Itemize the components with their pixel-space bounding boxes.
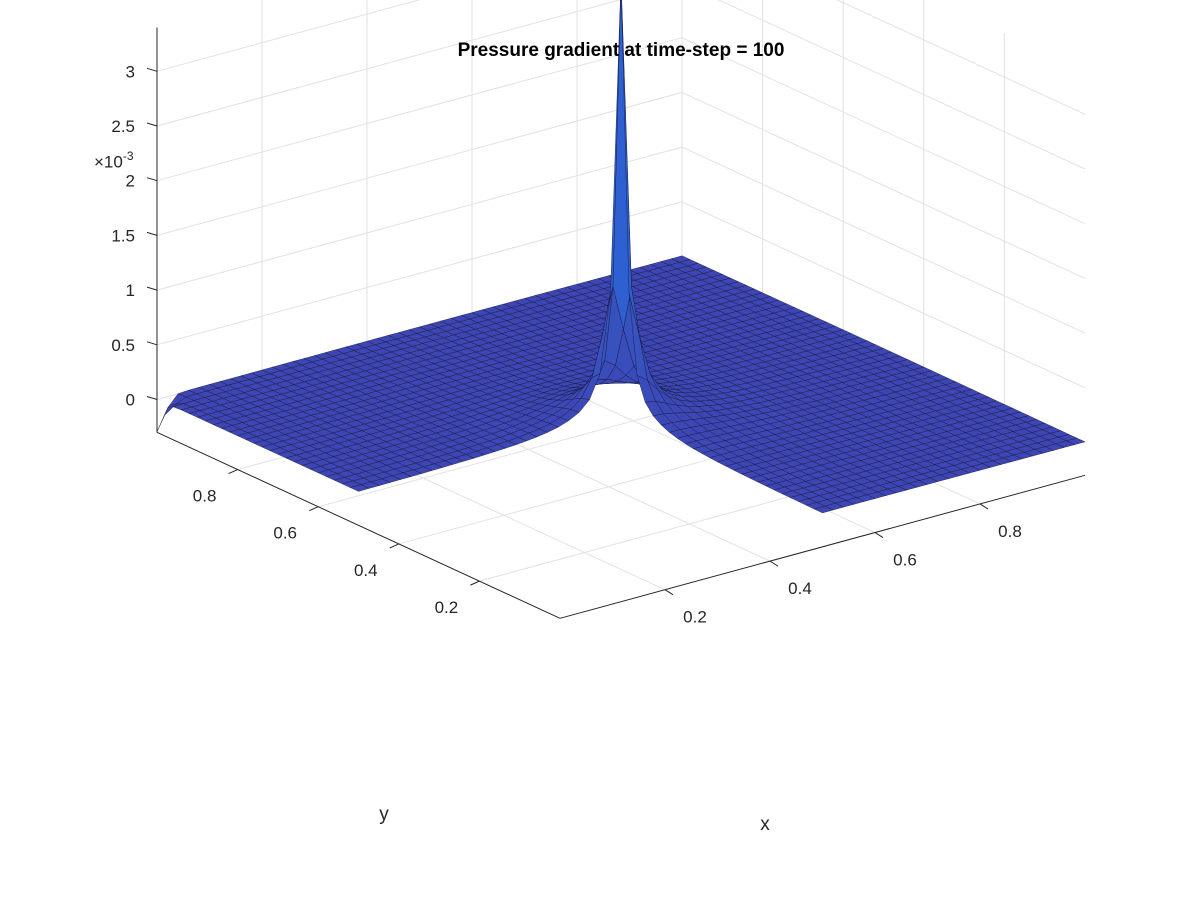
surface-mesh <box>156 0 1086 514</box>
z-tick-label: 1 <box>126 281 135 300</box>
z-tick-mark <box>146 177 158 182</box>
x-tick-label: 0.6 <box>893 551 917 570</box>
x-tick-label: 0.8 <box>998 522 1022 541</box>
y-tick-label: 0.2 <box>435 598 459 617</box>
y-tick-mark <box>470 580 480 586</box>
y-tick-mark <box>228 469 238 474</box>
y-axis-line <box>156 431 561 619</box>
x-axis-line <box>559 474 1086 619</box>
x-tick-label: 0.2 <box>683 608 707 627</box>
z-gridline-back-wall <box>156 0 622 127</box>
z-tick-mark <box>146 396 158 400</box>
z-tick-label: 3 <box>126 62 135 81</box>
z-tick-label: 1.5 <box>111 226 135 245</box>
y-tick-mark <box>389 543 400 549</box>
z-tick-label: 0 <box>126 391 135 410</box>
z-gridline-back-wall <box>156 91 683 236</box>
z-multiplier-base: ×10 <box>94 152 123 172</box>
z-tick-mark <box>146 231 158 236</box>
z-gridline-right-wall <box>717 0 1086 170</box>
z-gridline-right-wall <box>681 37 1086 225</box>
z-tick-mark <box>146 341 158 346</box>
tick-labels: 0 0.5 1 1.5 2 2.5 3 0.2 0.4 0.6 0.8 0.2 0.4 0.6 0.8 x y <box>111 62 1021 835</box>
z-tick-label: 2.5 <box>111 117 135 136</box>
z-gridline-back-wall <box>156 201 683 346</box>
z-gridline-back-wall <box>156 146 683 291</box>
axes-box <box>156 27 1086 619</box>
x-tick-label: 0.4 <box>788 579 812 598</box>
x-axis-label: x <box>760 814 770 835</box>
x-tick-mark <box>769 560 779 567</box>
z-gridline-right-wall <box>836 0 1086 115</box>
y-tick-mark <box>308 506 319 512</box>
z-tick-mark <box>146 286 158 291</box>
z-gridline-right-wall <box>681 91 1086 279</box>
y-tick-label: 0.4 <box>354 561 378 580</box>
z-axis-multiplier: ×10-3 <box>94 149 134 173</box>
z-gridline-back-wall <box>156 37 683 182</box>
surface-face <box>349 484 370 492</box>
z-tick-label: 2 <box>126 172 135 191</box>
x-tick-mark <box>979 503 989 510</box>
surface-face <box>156 403 176 432</box>
z-gridline-right-wall <box>681 146 1086 334</box>
y-axis-label: y <box>379 804 389 825</box>
z-multiplier-exponent: -3 <box>122 149 134 163</box>
z-gridline-right-wall <box>681 201 1086 389</box>
surface-face <box>813 505 834 514</box>
x-tick-mark <box>664 589 674 596</box>
y-tick-label: 0.8 <box>193 487 217 506</box>
z-tick-mark <box>146 67 158 72</box>
z-gridline-back-wall <box>156 0 421 72</box>
y-tick-label: 0.6 <box>273 524 297 543</box>
x-tick-mark <box>874 532 884 538</box>
chart-title: Pressure gradient at time-step = 100 <box>457 40 785 61</box>
z-tick-label: 0.5 <box>111 336 135 355</box>
z-tick-mark <box>146 122 158 127</box>
tick-marks <box>146 67 989 596</box>
